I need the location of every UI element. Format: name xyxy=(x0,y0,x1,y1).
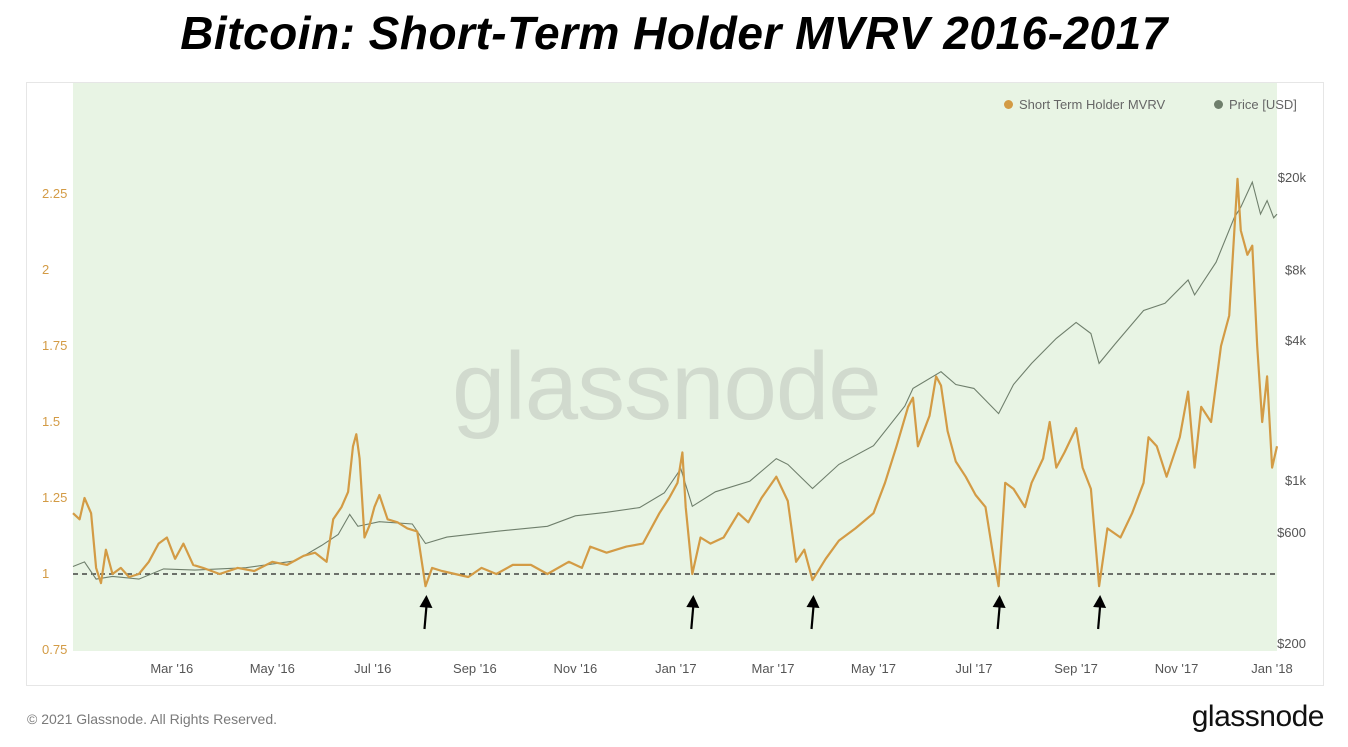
arrow-head xyxy=(419,595,433,608)
y-right-tick-label: $1k xyxy=(1285,473,1306,488)
x-tick-label: Sep '16 xyxy=(453,661,497,676)
arrow-head xyxy=(992,595,1006,608)
y-right-tick-label: $600 xyxy=(1277,525,1306,540)
legend-label-price: Price [USD] xyxy=(1229,96,1297,112)
y-right-tick-label: $200 xyxy=(1277,636,1306,651)
arrow-marker xyxy=(686,595,700,630)
y-axis-right: $200 $600 $1k $4k $8k $20k xyxy=(1277,170,1306,651)
legend-dot-price xyxy=(1214,99,1223,109)
arrow-head xyxy=(806,595,820,608)
y-right-tick-label: $20k xyxy=(1278,170,1307,185)
x-tick-label: Sep '17 xyxy=(1054,661,1098,676)
arrow-shaft xyxy=(690,605,695,630)
mvrv-series-line xyxy=(72,177,1279,588)
price-series-line xyxy=(72,180,1278,580)
arrow-head xyxy=(686,595,700,608)
x-tick-label: Mar '16 xyxy=(150,661,193,676)
page-title: Bitcoin: Short-Term Holder MVRV 2016-201… xyxy=(180,7,1168,59)
x-tick-label: Jan '17 xyxy=(655,661,697,676)
y-left-tick-label: 0.75 xyxy=(42,642,67,657)
legend-item-mvrv[interactable]: Short Term Holder MVRV xyxy=(1004,96,1165,112)
x-axis: Mar '16 May '16 Jul '16 Sep '16 Nov '16 Jan '… xyxy=(150,661,1292,676)
arrow-marker xyxy=(992,595,1006,630)
arrow-shaft xyxy=(996,605,1001,630)
legend-dot-mvrv xyxy=(1004,99,1013,109)
arrow-marker xyxy=(419,595,433,630)
x-tick-label: Jan '18 xyxy=(1251,661,1293,676)
arrow-shaft xyxy=(810,605,815,630)
y-left-tick-label: 1.25 xyxy=(42,490,67,505)
arrow-shaft xyxy=(1097,605,1102,630)
y-right-tick-label: $8k xyxy=(1285,263,1306,278)
legend-item-price[interactable]: Price [USD] xyxy=(1214,96,1297,112)
x-tick-label: May '16 xyxy=(250,661,295,676)
y-right-tick-label: $4k xyxy=(1285,333,1306,348)
arrow-shaft xyxy=(423,605,428,630)
y-left-tick-label: 1 xyxy=(42,566,49,581)
y-left-tick-label: 1.75 xyxy=(42,338,67,353)
legend-label-mvrv: Short Term Holder MVRV xyxy=(1019,96,1166,112)
copyright-text: © 2021 Glassnode. All Rights Reserved. xyxy=(27,711,278,727)
arrow-marker xyxy=(806,595,820,630)
y-left-tick-label: 1.5 xyxy=(42,414,60,429)
x-tick-label: Nov '17 xyxy=(1155,661,1199,676)
y-axis-left: 0.75 1 1.25 1.5 1.75 2 2.25 xyxy=(42,186,67,657)
y-left-tick-label: 2 xyxy=(42,262,49,277)
y-left-tick-label: 2.25 xyxy=(42,186,67,201)
watermark: glassnode xyxy=(452,333,882,440)
arrow-head xyxy=(1093,595,1107,608)
x-tick-label: Jul '16 xyxy=(354,661,391,676)
brand-logo: glassnode xyxy=(1191,700,1325,733)
x-tick-label: Nov '16 xyxy=(554,661,598,676)
x-tick-label: Jul '17 xyxy=(955,661,992,676)
x-tick-label: May '17 xyxy=(851,661,896,676)
x-tick-label: Mar '17 xyxy=(752,661,795,676)
arrow-marker xyxy=(1093,595,1107,630)
plot-background xyxy=(73,83,1277,651)
arrow-markers xyxy=(419,595,1107,630)
